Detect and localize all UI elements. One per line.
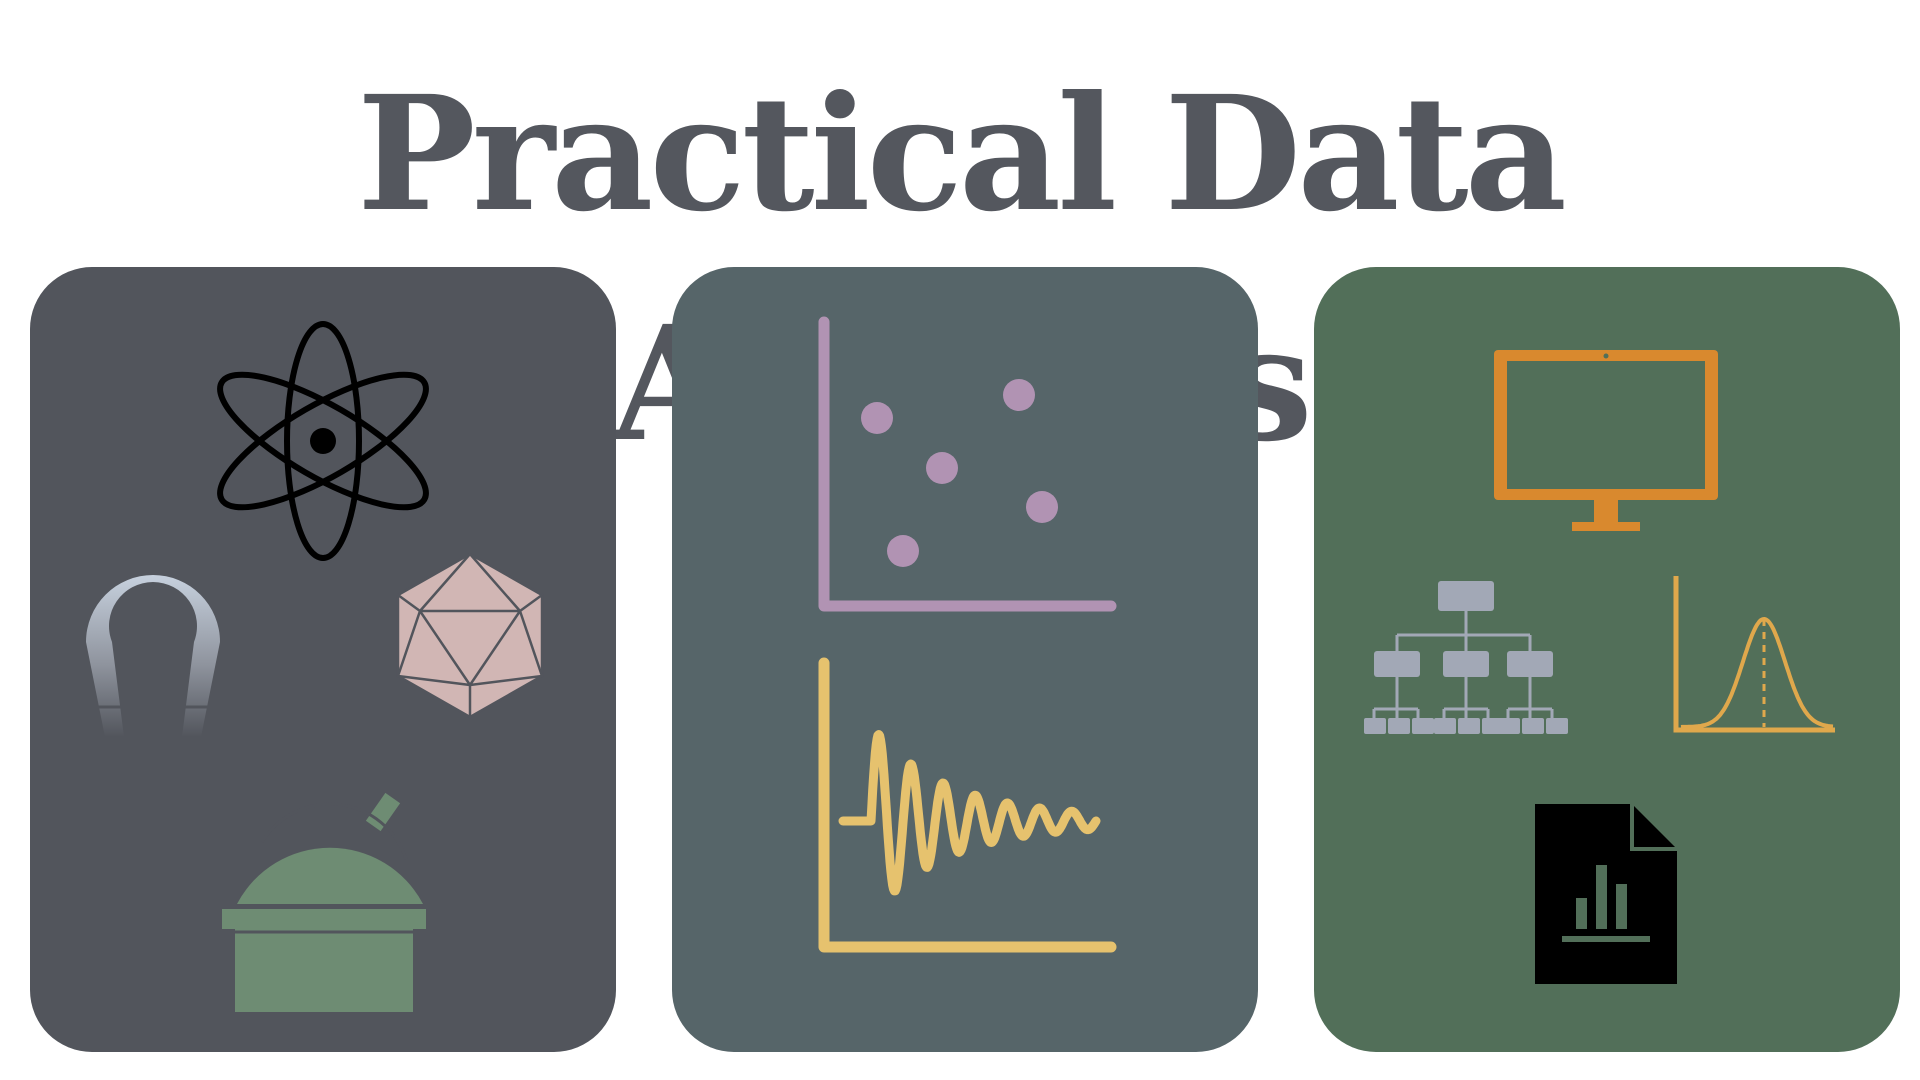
physics-panel (30, 267, 616, 1052)
plots-panel (672, 267, 1258, 1052)
observatory-icon (222, 792, 426, 1012)
scatter-plot-icon (818, 316, 1117, 612)
monitor-icon (1494, 350, 1718, 531)
damped-oscillation-icon (818, 657, 1117, 953)
normal-distribution-icon (1673, 576, 1835, 733)
magnet-icon (86, 575, 220, 737)
hierarchy-icon (1364, 581, 1568, 734)
report-document-icon (1535, 804, 1677, 984)
page-title: Practical Data Analysis (357, 62, 1567, 477)
icosahedron-icon (396, 552, 544, 719)
atom-icon (217, 321, 429, 561)
tools-panel (1314, 267, 1900, 1052)
